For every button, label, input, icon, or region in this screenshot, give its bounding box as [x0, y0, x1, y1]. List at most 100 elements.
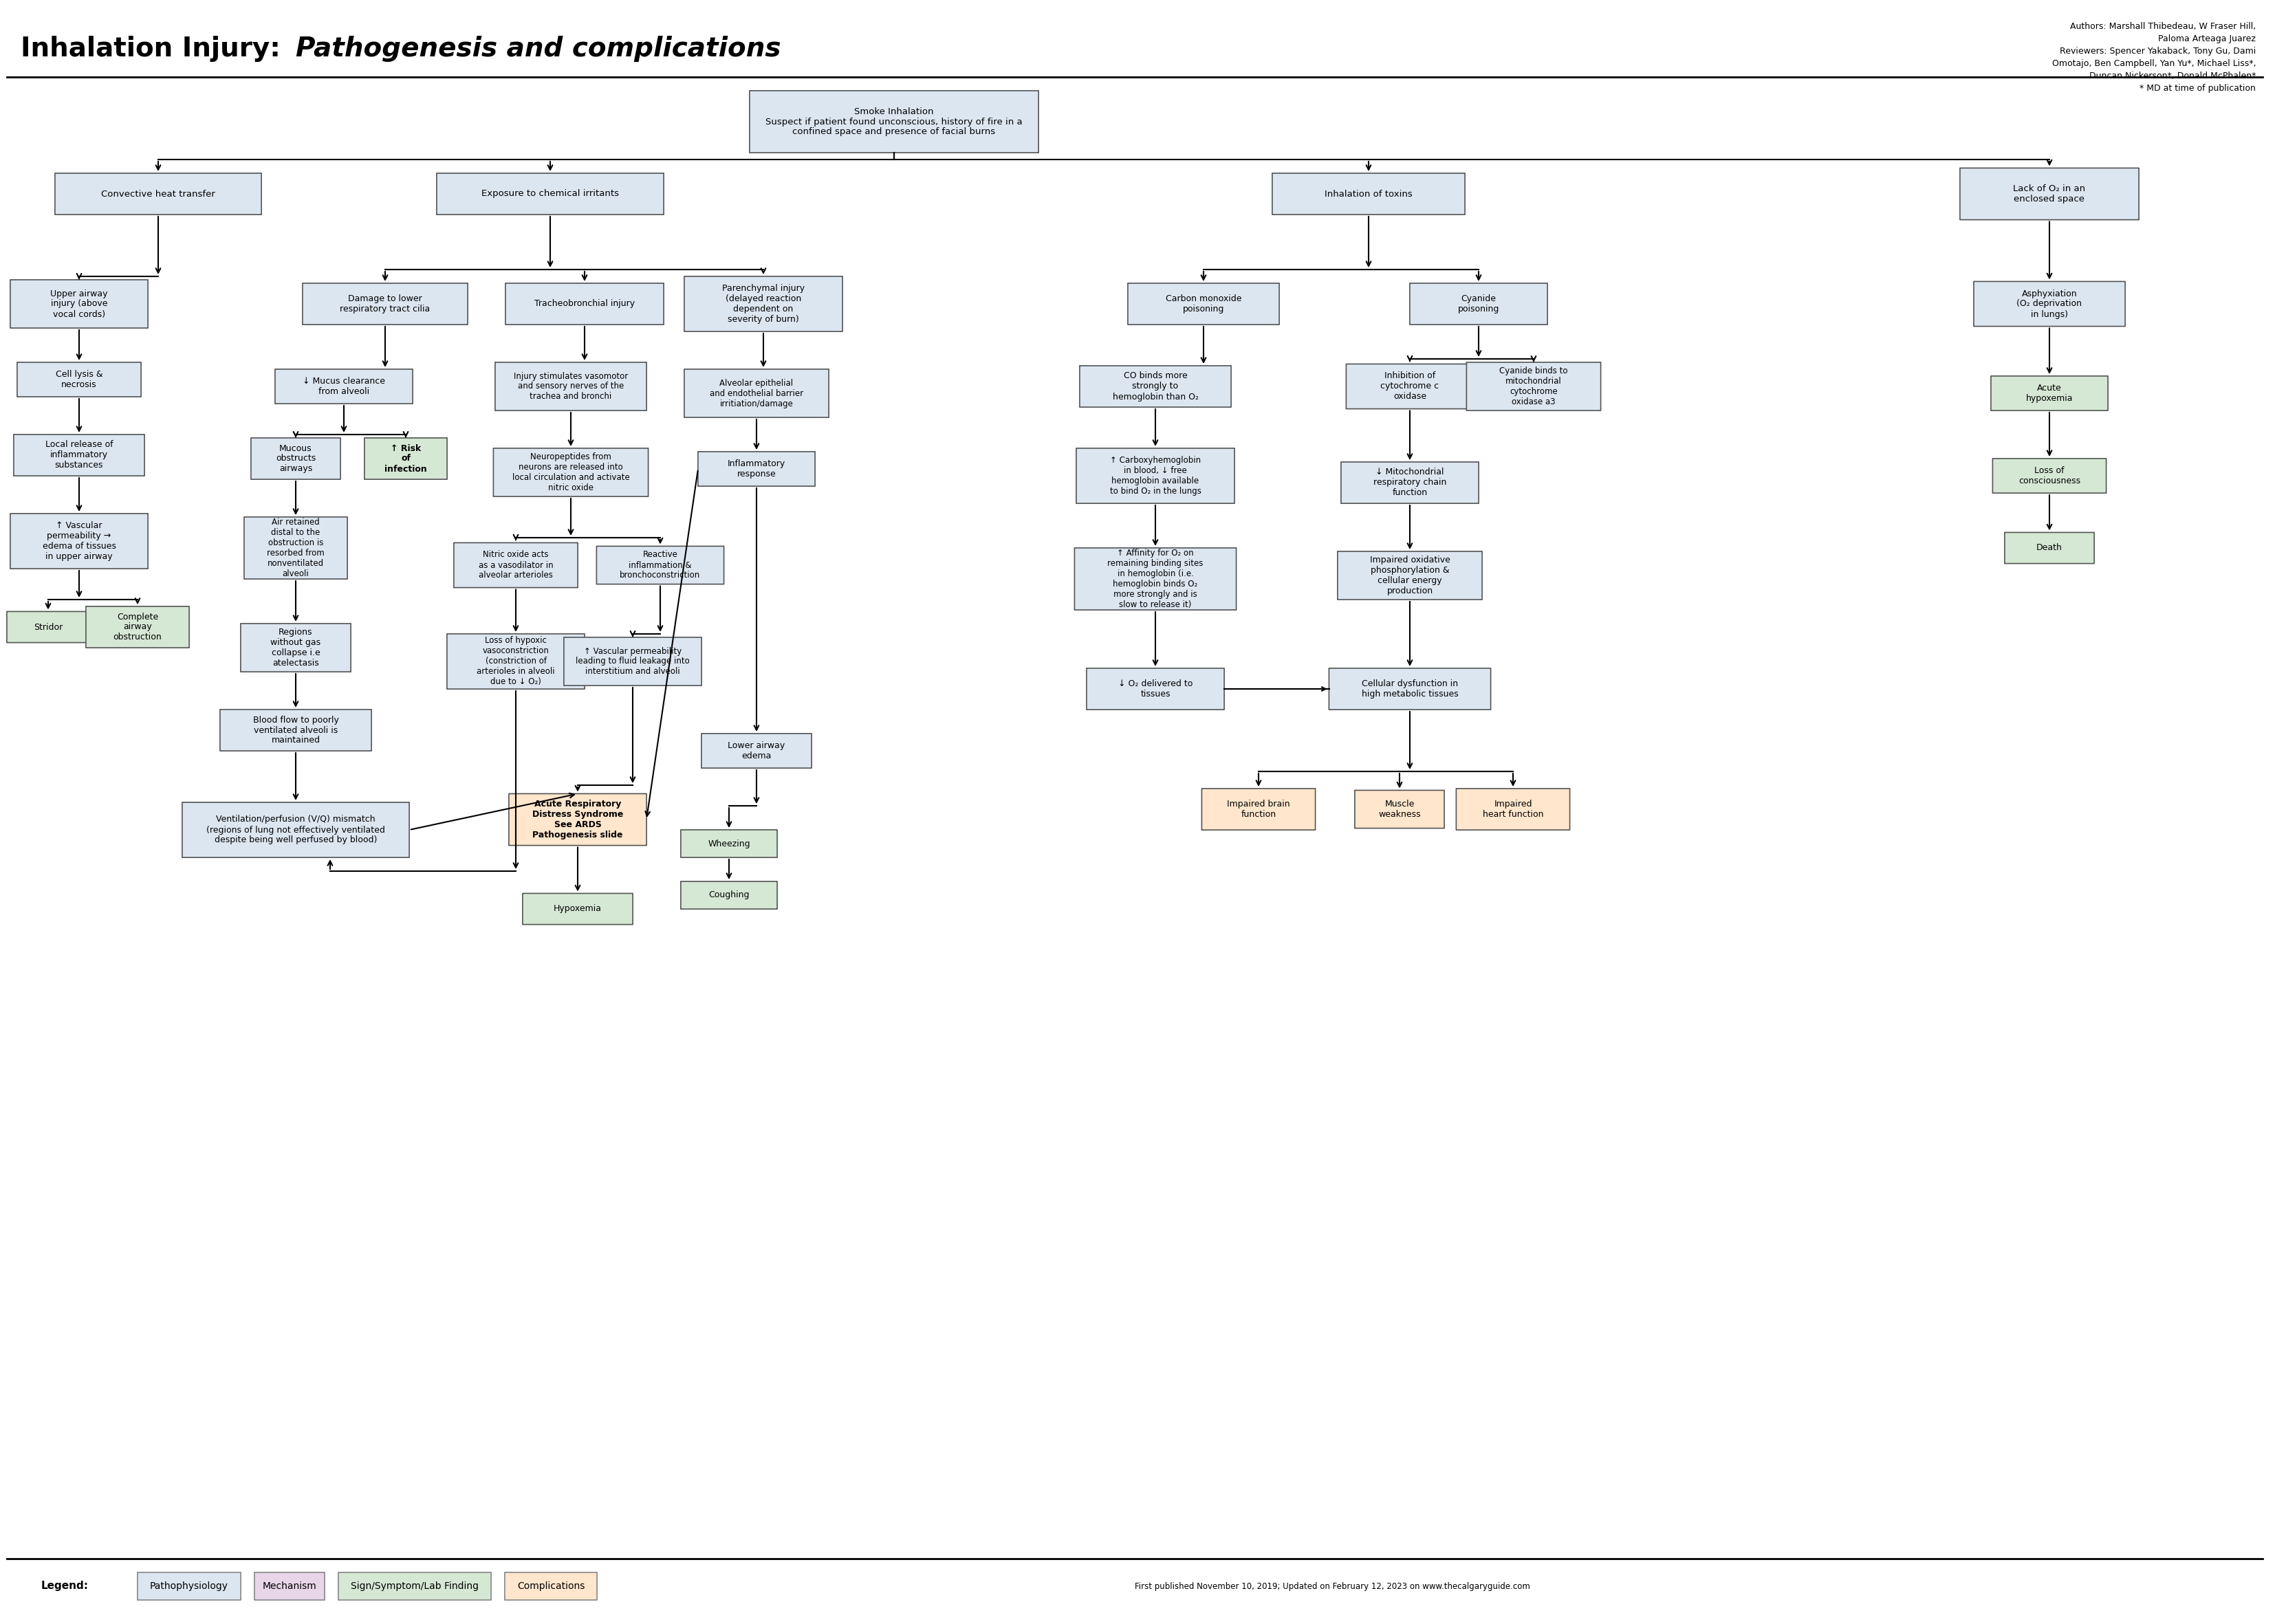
Text: Nitric oxide acts
as a vasodilator in
alveolar arterioles: Nitric oxide acts as a vasodilator in al…	[478, 551, 553, 580]
Text: Impaired oxidative
phosphorylation &
cellular energy
production: Impaired oxidative phosphorylation & cel…	[1370, 555, 1449, 596]
Text: Acute Respiratory
Distress Syndrome
See ARDS
Pathogenesis slide: Acute Respiratory Distress Syndrome See …	[532, 799, 623, 840]
FancyBboxPatch shape	[55, 174, 262, 214]
FancyBboxPatch shape	[1087, 667, 1224, 710]
Text: Impaired
heart function: Impaired heart function	[1483, 799, 1542, 818]
Text: ↑ Vascular
permeability →
edema of tissues
in upper airway: ↑ Vascular permeability → edema of tissu…	[43, 521, 116, 560]
Text: Injury stimulates vasomotor
and sensory nerves of the
trachea and bronchi: Injury stimulates vasomotor and sensory …	[514, 372, 628, 401]
Text: ↓ Mitochondrial
respiratory chain
function: ↓ Mitochondrial respiratory chain functi…	[1374, 468, 1447, 497]
FancyBboxPatch shape	[18, 362, 141, 396]
FancyBboxPatch shape	[748, 91, 1037, 153]
Text: ↑ Carboxyhemoglobin
in blood, ↓ free
hemoglobin available
to bind O₂ in the lung: ↑ Carboxyhemoglobin in blood, ↓ free hem…	[1110, 456, 1201, 495]
FancyBboxPatch shape	[505, 1572, 596, 1600]
Text: Cyanide binds to
mitochondrial
cytochrome
oxidase a3: Cyanide binds to mitochondrial cytochrom…	[1499, 367, 1567, 406]
FancyBboxPatch shape	[1340, 461, 1479, 503]
FancyBboxPatch shape	[86, 606, 189, 648]
FancyBboxPatch shape	[494, 448, 648, 497]
Text: Tracheobronchial injury: Tracheobronchial injury	[535, 299, 635, 309]
Text: Acute
hypoxemia: Acute hypoxemia	[2025, 383, 2073, 403]
FancyBboxPatch shape	[1993, 458, 2107, 494]
Text: Asphyxiation
(O₂ deprivation
in lungs): Asphyxiation (O₂ deprivation in lungs)	[2016, 289, 2082, 318]
FancyBboxPatch shape	[1074, 547, 1235, 611]
FancyBboxPatch shape	[182, 802, 409, 857]
FancyBboxPatch shape	[11, 279, 148, 328]
Text: Carbon monoxide
poisoning: Carbon monoxide poisoning	[1165, 294, 1242, 313]
Text: Exposure to chemical irritants: Exposure to chemical irritants	[482, 190, 619, 198]
FancyBboxPatch shape	[523, 893, 632, 924]
Text: Blood flow to poorly
ventilated alveoli is
maintained: Blood flow to poorly ventilated alveoli …	[253, 716, 339, 745]
FancyBboxPatch shape	[136, 1572, 241, 1600]
Text: Pathophysiology: Pathophysiology	[150, 1582, 228, 1592]
FancyBboxPatch shape	[701, 734, 812, 768]
Text: Impaired brain
function: Impaired brain function	[1226, 799, 1290, 818]
Text: Loss of
consciousness: Loss of consciousness	[2018, 466, 2079, 486]
Text: Parenchymal injury
(delayed reaction
dependent on
severity of burn): Parenchymal injury (delayed reaction dep…	[721, 284, 805, 323]
Text: Smoke Inhalation
Suspect if patient found unconscious, history of fire in a
conf: Smoke Inhalation Suspect if patient foun…	[767, 107, 1021, 136]
FancyBboxPatch shape	[1272, 174, 1465, 214]
FancyBboxPatch shape	[680, 882, 778, 909]
Text: Stridor: Stridor	[34, 622, 64, 632]
FancyBboxPatch shape	[1975, 281, 2125, 326]
Text: Cyanide
poisoning: Cyanide poisoning	[1458, 294, 1499, 313]
Text: Lack of O₂ in an
enclosed space: Lack of O₂ in an enclosed space	[2013, 184, 2086, 203]
Text: Inhibition of
cytochrome c
oxidase: Inhibition of cytochrome c oxidase	[1381, 372, 1440, 401]
Text: Reactive
inflammation &
bronchoconstriction: Reactive inflammation & bronchoconstrict…	[619, 551, 701, 580]
FancyBboxPatch shape	[364, 438, 448, 479]
Text: Death: Death	[2036, 544, 2063, 552]
FancyBboxPatch shape	[1467, 362, 1602, 411]
FancyBboxPatch shape	[1961, 167, 2138, 219]
Text: Cell lysis &
necrosis: Cell lysis & necrosis	[55, 370, 102, 390]
FancyBboxPatch shape	[303, 283, 469, 325]
FancyBboxPatch shape	[1991, 377, 2109, 411]
Text: Pathogenesis and complications: Pathogenesis and complications	[296, 36, 780, 62]
FancyBboxPatch shape	[7, 612, 89, 643]
FancyBboxPatch shape	[255, 1572, 325, 1600]
Text: Inhalation Injury:: Inhalation Injury:	[20, 36, 289, 62]
FancyBboxPatch shape	[1338, 552, 1481, 599]
FancyBboxPatch shape	[680, 830, 778, 857]
FancyBboxPatch shape	[453, 542, 578, 588]
Text: Mechanism: Mechanism	[262, 1582, 316, 1592]
Text: Air retained
distal to the
obstruction is
resorbed from
nonventilated
alveoli: Air retained distal to the obstruction i…	[266, 518, 325, 578]
FancyBboxPatch shape	[1456, 789, 1570, 830]
Text: CO binds more
strongly to
hemoglobin than O₂: CO binds more strongly to hemoglobin tha…	[1112, 372, 1199, 401]
FancyBboxPatch shape	[241, 624, 350, 672]
Text: Mucous
obstructs
airways: Mucous obstructs airways	[275, 443, 316, 473]
Text: Authors: Marshall Thibedeau, W Fraser Hill,
Paloma Arteaga Juarez
Reviewers: Spe: Authors: Marshall Thibedeau, W Fraser Hi…	[2052, 23, 2257, 93]
FancyBboxPatch shape	[1076, 448, 1235, 503]
Text: Inflammatory
response: Inflammatory response	[728, 460, 785, 479]
Text: Regions
without gas
collapse i.e
atelectasis: Regions without gas collapse i.e atelect…	[271, 628, 321, 667]
FancyBboxPatch shape	[339, 1572, 491, 1600]
Text: Inhalation of toxins: Inhalation of toxins	[1324, 190, 1413, 198]
FancyBboxPatch shape	[437, 174, 664, 214]
FancyBboxPatch shape	[2004, 533, 2095, 564]
FancyBboxPatch shape	[685, 369, 828, 417]
FancyBboxPatch shape	[1354, 791, 1445, 828]
Text: Legend:: Legend:	[41, 1582, 89, 1592]
Text: First published November 10, 2019; Updated on February 12, 2023 on www.thecalgar: First published November 10, 2019; Updat…	[1135, 1582, 1531, 1590]
FancyBboxPatch shape	[1347, 364, 1474, 409]
Text: ↑ Vascular permeability
leading to fluid leakage into
interstitium and alveoli: ↑ Vascular permeability leading to fluid…	[576, 646, 689, 676]
Text: Coughing: Coughing	[708, 890, 748, 900]
Text: Upper airway
injury (above
vocal cords): Upper airway injury (above vocal cords)	[50, 289, 107, 318]
FancyBboxPatch shape	[1128, 283, 1279, 325]
FancyBboxPatch shape	[446, 633, 585, 689]
Text: ↑ Risk
of
infection: ↑ Risk of infection	[384, 443, 428, 473]
Text: Alveolar epithelial
and endothelial barrier
irritiation/damage: Alveolar epithelial and endothelial barr…	[710, 378, 803, 408]
Text: Local release of
inflammatory
substances: Local release of inflammatory substances	[45, 440, 114, 469]
Text: ↑ Affinity for O₂ on
remaining binding sites
in hemoglobin (i.e.
hemoglobin bind: ↑ Affinity for O₂ on remaining binding s…	[1108, 549, 1203, 609]
Text: Convective heat transfer: Convective heat transfer	[100, 190, 216, 198]
FancyBboxPatch shape	[1410, 283, 1547, 325]
Text: Loss of hypoxic
vasoconstriction
(constriction of
arterioles in alveoli
due to ↓: Loss of hypoxic vasoconstriction (constr…	[478, 637, 555, 687]
FancyBboxPatch shape	[1081, 365, 1231, 408]
Text: Muscle
weakness: Muscle weakness	[1379, 799, 1420, 818]
Text: Wheezing: Wheezing	[708, 840, 751, 848]
FancyBboxPatch shape	[1201, 789, 1315, 830]
FancyBboxPatch shape	[243, 516, 348, 580]
Text: ↓ Mucus clearance
from alveoli: ↓ Mucus clearance from alveoli	[303, 377, 384, 396]
Text: Neuropeptides from
neurons are released into
local circulation and activate
nitr: Neuropeptides from neurons are released …	[512, 453, 630, 492]
FancyBboxPatch shape	[1329, 667, 1490, 710]
FancyBboxPatch shape	[564, 637, 701, 685]
Text: Sign/Symptom/Lab Finding: Sign/Symptom/Lab Finding	[350, 1582, 478, 1592]
Text: Cellular dysfunction in
high metabolic tissues: Cellular dysfunction in high metabolic t…	[1360, 679, 1458, 698]
FancyBboxPatch shape	[596, 546, 723, 585]
